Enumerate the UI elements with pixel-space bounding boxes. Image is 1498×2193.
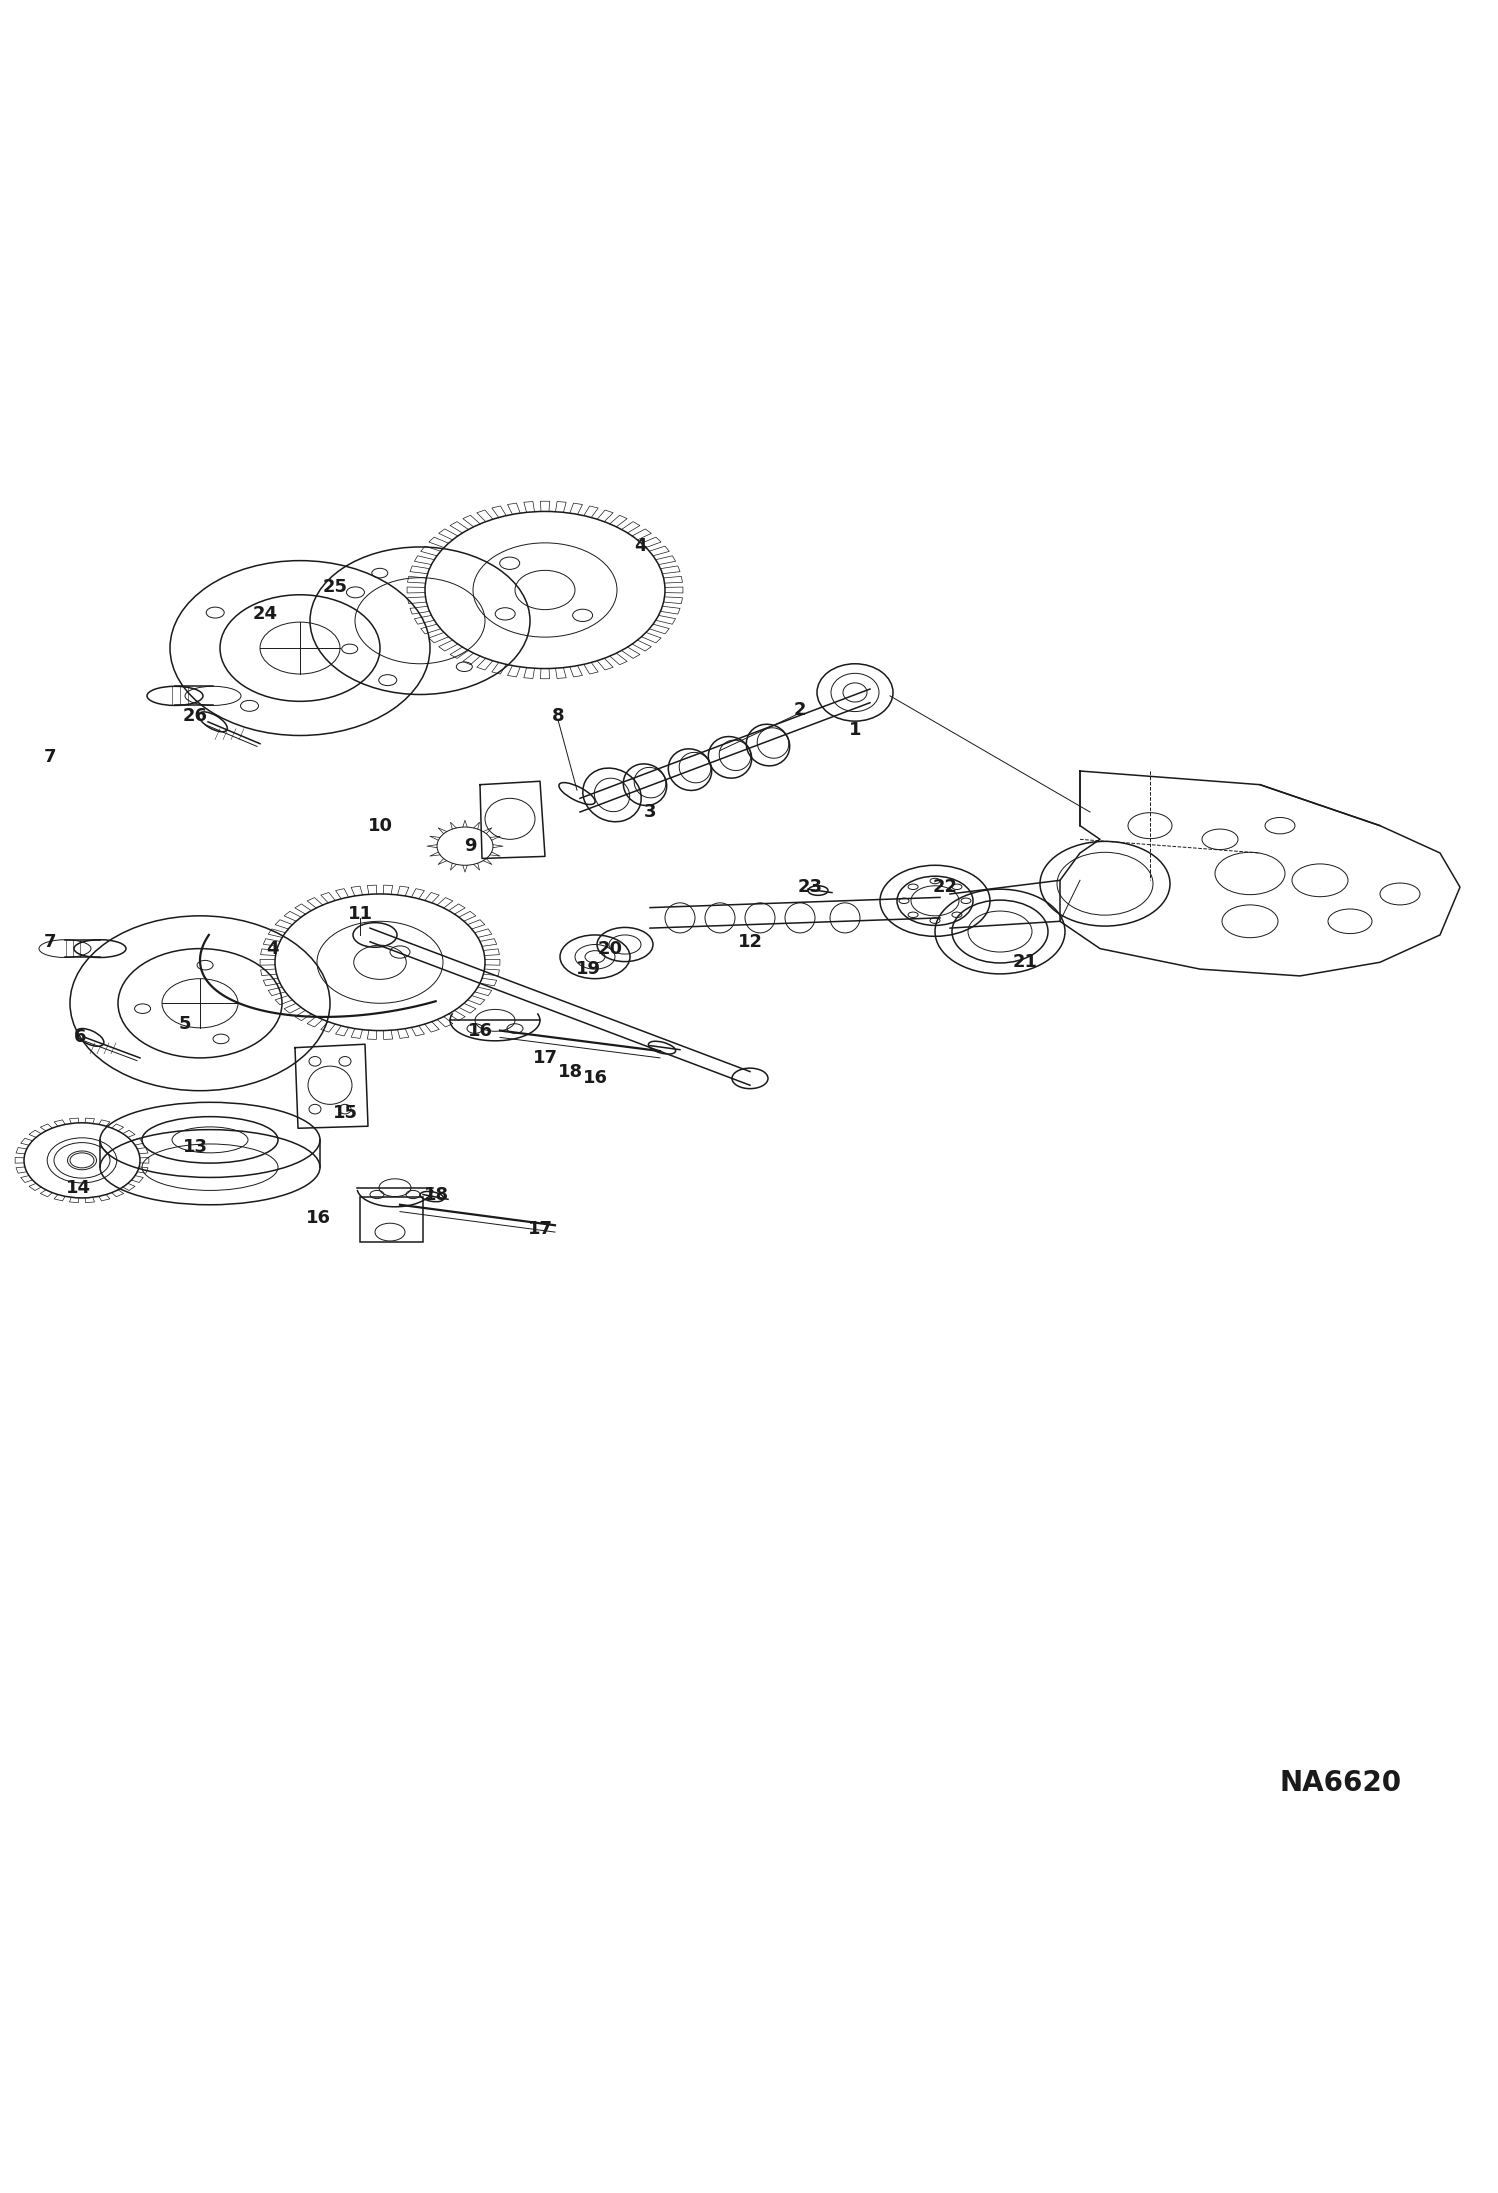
Text: 4: 4 (265, 939, 279, 958)
Text: 20: 20 (598, 939, 623, 958)
Text: 25: 25 (322, 577, 348, 596)
Text: 8: 8 (551, 708, 565, 726)
Text: 2: 2 (794, 700, 806, 719)
Text: 16: 16 (583, 1070, 608, 1088)
Text: 15: 15 (333, 1103, 358, 1121)
Text: 18: 18 (424, 1186, 449, 1204)
Text: 11: 11 (348, 906, 373, 923)
Text: 22: 22 (932, 877, 957, 897)
Text: 1: 1 (849, 721, 861, 739)
Text: 24: 24 (253, 605, 277, 623)
Text: 4: 4 (634, 537, 646, 555)
Text: 21: 21 (1013, 954, 1038, 971)
Bar (360, 1197, 422, 1243)
Text: 9: 9 (464, 838, 476, 855)
Text: 6: 6 (73, 1029, 87, 1046)
Text: 16: 16 (467, 1022, 493, 1039)
Text: 10: 10 (367, 816, 392, 836)
Text: 5: 5 (178, 1015, 192, 1033)
Text: 26: 26 (183, 708, 208, 726)
Text: NA6620: NA6620 (1279, 1768, 1402, 1796)
Text: 12: 12 (737, 932, 762, 952)
Text: 17: 17 (532, 1048, 557, 1068)
Text: 14: 14 (66, 1178, 90, 1197)
Text: 18: 18 (557, 1064, 583, 1081)
Text: 13: 13 (183, 1138, 208, 1156)
Text: 19: 19 (575, 961, 601, 978)
Text: 7: 7 (43, 748, 57, 765)
Text: 3: 3 (644, 803, 656, 820)
Text: 16: 16 (306, 1208, 331, 1228)
Text: 17: 17 (527, 1219, 553, 1237)
Text: 7: 7 (43, 932, 57, 952)
Text: 23: 23 (797, 877, 822, 897)
